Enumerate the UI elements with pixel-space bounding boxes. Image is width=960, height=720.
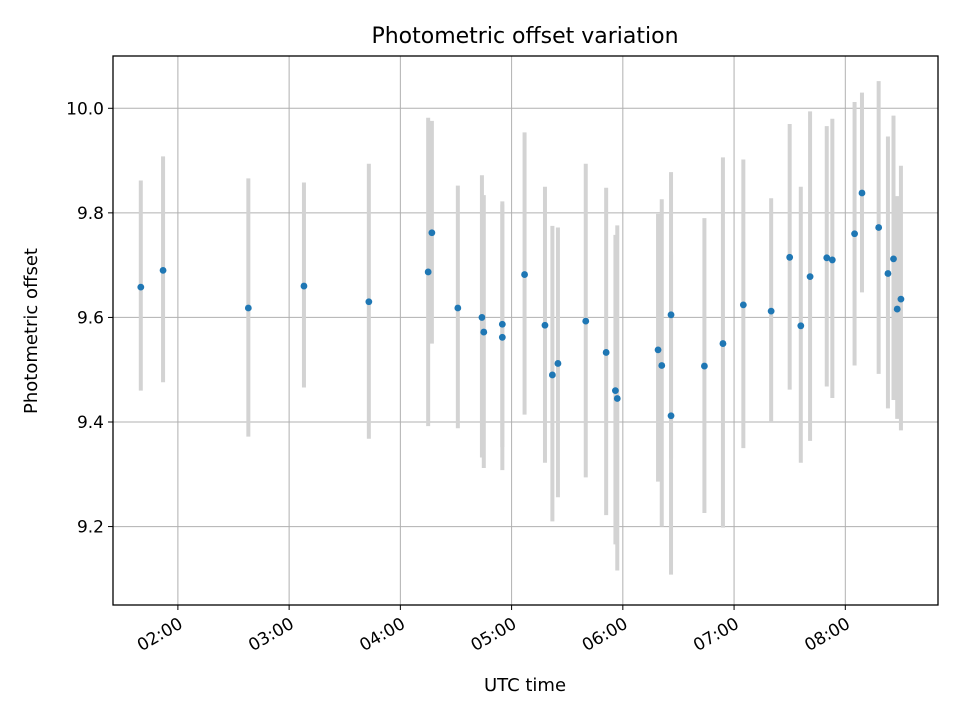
- data-point: [701, 362, 708, 370]
- data-point: [428, 229, 436, 237]
- y-tick-label: 9.8: [77, 204, 104, 224]
- x-axis-label: UTC time: [484, 675, 566, 696]
- data-point: [858, 189, 866, 197]
- data-point: [767, 307, 775, 315]
- y-axis-label: Photometric offset: [21, 248, 42, 414]
- data-point: [893, 305, 901, 313]
- data-point: [613, 395, 621, 402]
- data-point: [667, 412, 675, 420]
- data-point: [541, 321, 549, 329]
- data-point: [875, 224, 883, 231]
- data-point: [719, 340, 727, 347]
- data-point: [159, 266, 167, 274]
- plot-frame: [112, 55, 939, 606]
- data-point: [244, 304, 252, 312]
- data-point: [480, 328, 488, 336]
- y-tick-label: 9.2: [77, 518, 104, 538]
- data-point: [797, 322, 805, 330]
- y-tick-label: 10.0: [66, 99, 104, 119]
- data-point: [828, 256, 836, 264]
- data-point: [478, 314, 486, 321]
- data-points: [137, 189, 905, 420]
- data-point: [739, 301, 747, 309]
- data-point: [454, 304, 462, 312]
- y-tick-label: 9.4: [77, 413, 104, 433]
- data-point: [365, 298, 373, 306]
- data-point: [602, 349, 610, 356]
- y-tick-label: 9.6: [77, 308, 104, 328]
- data-point: [654, 346, 662, 354]
- data-point: [890, 255, 897, 263]
- data-point: [897, 295, 905, 303]
- data-point: [548, 371, 556, 379]
- data-point: [884, 270, 892, 277]
- data-point: [851, 230, 858, 238]
- data-point: [498, 333, 506, 341]
- data-point: [300, 282, 308, 290]
- data-point: [424, 268, 432, 276]
- data-point: [137, 283, 145, 291]
- y-axis-ticks: 9.2 9.4 9.6 9.8 10.0: [66, 99, 113, 538]
- data-point: [806, 273, 814, 281]
- data-point: [823, 254, 831, 262]
- chart-title: Photometric offset variation: [371, 24, 678, 49]
- data-point: [554, 360, 562, 367]
- data-point: [521, 271, 528, 278]
- data-point: [786, 253, 794, 261]
- data-point: [612, 387, 619, 395]
- data-point: [658, 362, 666, 369]
- data-point: [667, 311, 675, 319]
- data-point: [498, 320, 506, 328]
- data-point: [582, 317, 590, 325]
